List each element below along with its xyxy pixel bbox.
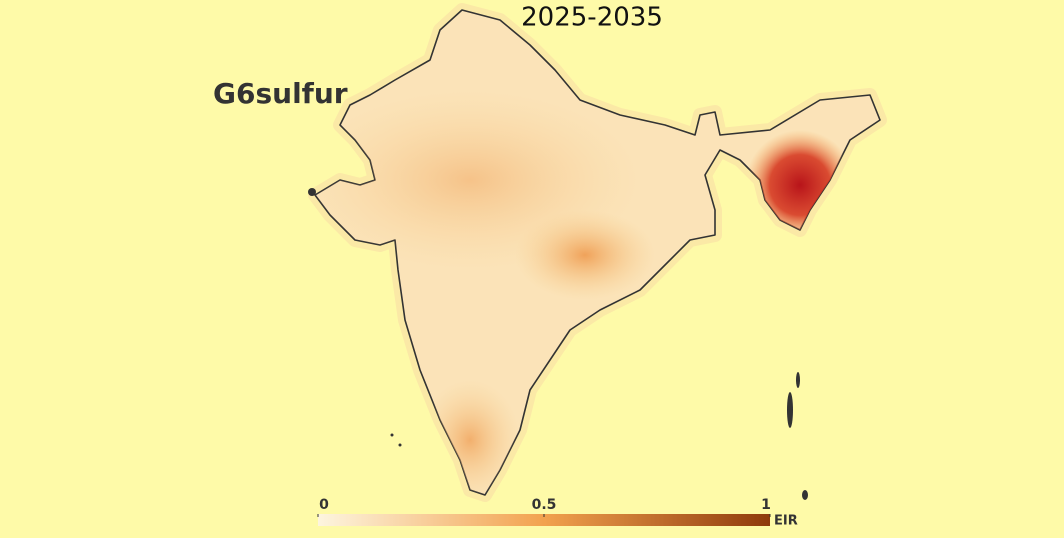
- island: [796, 372, 800, 388]
- map-title: 2025-2035: [521, 3, 663, 33]
- colorbar: [318, 514, 770, 526]
- hotspot: [515, 210, 655, 300]
- islands: [308, 188, 808, 500]
- colorbar-tick-label: 0: [319, 497, 329, 513]
- island: [398, 443, 402, 447]
- island: [802, 490, 808, 500]
- colorbar-tick-label: 0.5: [532, 497, 557, 513]
- island: [308, 188, 316, 196]
- island: [390, 433, 394, 437]
- island: [787, 392, 793, 428]
- scenario-label: G6sulfur: [213, 77, 348, 110]
- colorbar-label: EIR: [774, 514, 798, 529]
- colorbar-tick-label: 1: [761, 497, 771, 513]
